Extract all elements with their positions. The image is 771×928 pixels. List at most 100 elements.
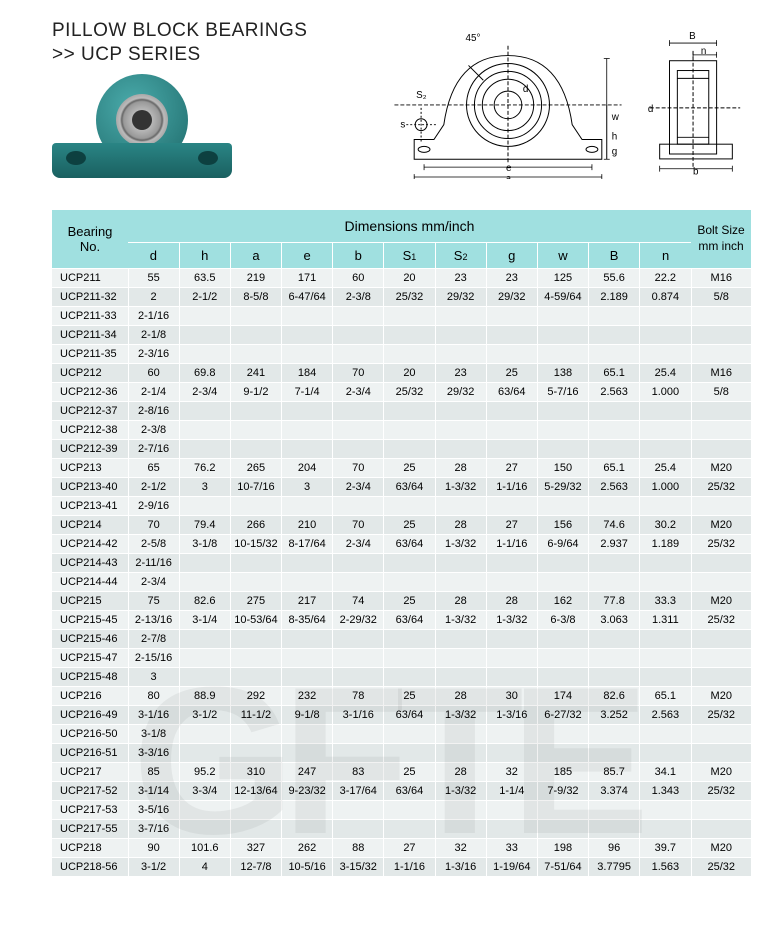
col-w: w bbox=[537, 243, 588, 269]
cell-value: 63/64 bbox=[384, 611, 435, 630]
cell-bearing-no: UCP217-52 bbox=[52, 782, 128, 801]
cell-value bbox=[230, 345, 281, 364]
cell-value bbox=[333, 307, 384, 326]
cell-value: 63/64 bbox=[384, 478, 435, 497]
cell-value: 2 bbox=[128, 288, 179, 307]
cell-value: 2-3/4 bbox=[333, 535, 384, 554]
cell-value bbox=[384, 668, 435, 687]
table-row: UCP2126069.82411847020232513865.125.4M16 bbox=[52, 364, 751, 383]
cell-value: 29/32 bbox=[435, 383, 486, 402]
table-row: UCP21890101.6327262882732331989639.7M20 bbox=[52, 839, 751, 858]
cell-value bbox=[333, 573, 384, 592]
cell-value: 3-1/16 bbox=[128, 706, 179, 725]
cell-value: 101.6 bbox=[179, 839, 230, 858]
table-row: UCP2157582.62752177425282816277.833.3M20 bbox=[52, 592, 751, 611]
cell-value bbox=[589, 668, 640, 687]
cell-value bbox=[435, 820, 486, 839]
cell-value: 25 bbox=[384, 763, 435, 782]
cell-value: 75 bbox=[128, 592, 179, 611]
cell-value bbox=[384, 744, 435, 763]
cell-value: 2-1/8 bbox=[128, 326, 179, 345]
cell-bearing-no: UCP217-53 bbox=[52, 801, 128, 820]
cell-value: 12-13/64 bbox=[230, 782, 281, 801]
cell-value: 32 bbox=[486, 763, 537, 782]
header-row: PILLOW BLOCK BEARINGS >> UCP SERIES bbox=[52, 20, 751, 198]
cell-value bbox=[537, 744, 588, 763]
cell-value bbox=[589, 402, 640, 421]
cell-value bbox=[179, 573, 230, 592]
cell-bearing-no: UCP212-39 bbox=[52, 440, 128, 459]
table-row: UCP217-553-7/16 bbox=[52, 820, 751, 839]
cell-value bbox=[333, 649, 384, 668]
cell-value: 1.000 bbox=[640, 478, 691, 497]
cell-value: 171 bbox=[282, 269, 333, 288]
cell-value: 1-3/32 bbox=[435, 478, 486, 497]
cell-value: 2-1/16 bbox=[128, 307, 179, 326]
lbl-B: B bbox=[689, 31, 696, 42]
cell-value: 327 bbox=[230, 839, 281, 858]
table-row: UCP218-563-1/2412-7/810-5/163-15/321-1/1… bbox=[52, 858, 751, 877]
cell-value: 3-3/4 bbox=[179, 782, 230, 801]
cell-value: 156 bbox=[537, 516, 588, 535]
cell-value bbox=[537, 573, 588, 592]
cell-value bbox=[691, 649, 751, 668]
cell-value: 33.3 bbox=[640, 592, 691, 611]
cell-value bbox=[230, 573, 281, 592]
cell-value: 60 bbox=[333, 269, 384, 288]
cell-value: 63/64 bbox=[384, 535, 435, 554]
cell-value: M20 bbox=[691, 459, 751, 478]
cell-value bbox=[589, 744, 640, 763]
cell-value bbox=[691, 801, 751, 820]
cell-value bbox=[691, 630, 751, 649]
cell-value bbox=[691, 326, 751, 345]
cell-value: 7-1/4 bbox=[282, 383, 333, 402]
cell-value bbox=[691, 345, 751, 364]
lbl-a: a bbox=[506, 173, 511, 180]
cell-value: 219 bbox=[230, 269, 281, 288]
cell-value bbox=[384, 402, 435, 421]
col-g: g bbox=[486, 243, 537, 269]
cell-value bbox=[384, 801, 435, 820]
front-diagram: 45° S₂ s d w h g e a bbox=[393, 20, 623, 180]
cell-value: 9-1/2 bbox=[230, 383, 281, 402]
cell-value: 25/32 bbox=[691, 782, 751, 801]
cell-value bbox=[691, 440, 751, 459]
cell-value bbox=[589, 440, 640, 459]
cell-value bbox=[486, 440, 537, 459]
cell-value bbox=[282, 326, 333, 345]
cell-value: 70 bbox=[333, 516, 384, 535]
cell-value bbox=[179, 326, 230, 345]
table-body: UCP2115563.52191716020232312555.622.2M16… bbox=[52, 269, 751, 877]
cell-value bbox=[384, 573, 435, 592]
cell-value bbox=[230, 744, 281, 763]
cell-value bbox=[230, 440, 281, 459]
cell-value bbox=[282, 725, 333, 744]
product-image bbox=[52, 78, 242, 198]
cell-value: 2.189 bbox=[589, 288, 640, 307]
cell-value: M20 bbox=[691, 687, 751, 706]
col-e: e bbox=[282, 243, 333, 269]
cell-value: 25 bbox=[486, 364, 537, 383]
col-bearing-no: Bearing No. bbox=[52, 210, 128, 269]
sub-header-row: d h a e b S1 S2 g w B n bbox=[52, 243, 751, 269]
cell-value: 74 bbox=[333, 592, 384, 611]
cell-value: 23 bbox=[486, 269, 537, 288]
cell-value: 1.343 bbox=[640, 782, 691, 801]
cell-value: 232 bbox=[282, 687, 333, 706]
cell-value: 5-29/32 bbox=[537, 478, 588, 497]
cell-value: 8-17/64 bbox=[282, 535, 333, 554]
cell-value: M16 bbox=[691, 364, 751, 383]
cell-value bbox=[333, 725, 384, 744]
cell-value: 262 bbox=[282, 839, 333, 858]
cell-value: 4-59/64 bbox=[537, 288, 588, 307]
cell-value: 5/8 bbox=[691, 383, 751, 402]
cell-value: 138 bbox=[537, 364, 588, 383]
cell-value bbox=[640, 801, 691, 820]
cell-value: 2-3/4 bbox=[333, 478, 384, 497]
cell-value: 6-9/64 bbox=[537, 535, 588, 554]
cell-value bbox=[435, 440, 486, 459]
cell-value: 3-1/2 bbox=[179, 706, 230, 725]
cell-value: 29/32 bbox=[486, 288, 537, 307]
cell-bearing-no: UCP215-46 bbox=[52, 630, 128, 649]
cell-value: 76.2 bbox=[179, 459, 230, 478]
